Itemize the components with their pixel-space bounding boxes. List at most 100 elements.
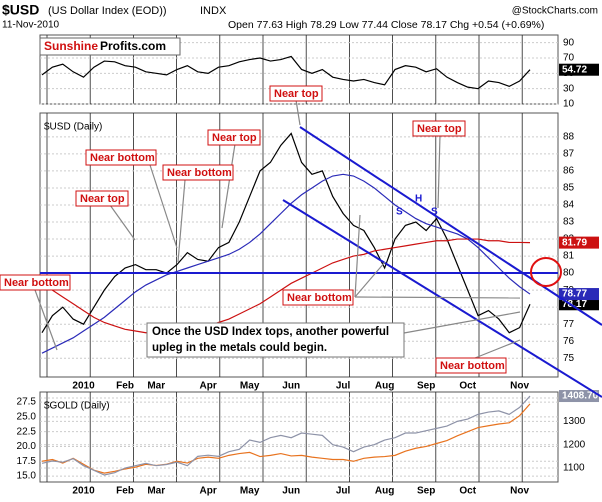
callout-text: Once the USD Index tops, another powerfu… xyxy=(152,326,389,338)
x-tick-label: Sep xyxy=(417,381,435,392)
pointer xyxy=(403,311,521,334)
x-tick-label: Sep xyxy=(417,486,435,497)
panel-label: $USD (Daily) xyxy=(44,122,102,133)
series-line xyxy=(41,395,531,476)
y-tick-label: 80 xyxy=(563,268,575,279)
pattern-label: S xyxy=(431,207,438,218)
callout-box xyxy=(146,322,405,358)
y-tick-label: 1200 xyxy=(563,439,586,450)
value-label-box xyxy=(559,298,599,311)
x-tick-label: Aug xyxy=(375,381,394,392)
x-tick-label: Jul xyxy=(336,381,351,392)
x-tick-label: Jun xyxy=(282,381,300,392)
x-tick-label: Apr xyxy=(200,486,217,497)
x-tick-label: 2010 xyxy=(72,381,95,392)
annotation: Near top xyxy=(274,88,319,100)
x-tick-label: Oct xyxy=(459,486,476,497)
source: @StockCharts.com xyxy=(512,6,598,17)
pointer xyxy=(295,99,301,126)
y-tick-label: 87 xyxy=(563,149,575,160)
annotation-box xyxy=(162,164,234,181)
x-tick-label: Mar xyxy=(147,381,165,392)
y-tick-label: 84 xyxy=(563,200,575,211)
annotation: Near bottom xyxy=(440,360,505,372)
y-tick-label: 25.0 xyxy=(17,412,37,423)
value-label: 81.79 xyxy=(562,237,587,248)
exchange: INDX xyxy=(200,5,227,17)
annotation-box xyxy=(282,289,354,306)
y-tick-label: 10 xyxy=(563,99,575,110)
overlay: Sunshine Profits.com Near bottom Near to… xyxy=(0,37,602,398)
annotation-box xyxy=(412,120,466,137)
x-tick-label: May xyxy=(240,381,260,392)
logo-red: Sunshine xyxy=(44,39,98,53)
annotation-box xyxy=(269,85,323,102)
annotation: Near bottom xyxy=(167,167,232,179)
logo-black: Profits.com xyxy=(100,39,166,53)
y-tick-label: 70 xyxy=(563,53,575,64)
date: 11-Nov-2010 xyxy=(2,20,60,31)
annotation: Near bottom xyxy=(90,152,155,164)
pattern-label: H xyxy=(415,194,422,205)
pointer xyxy=(221,143,236,229)
annotation: Near top xyxy=(417,123,462,135)
annotation-box xyxy=(435,357,507,374)
y-tick-label: 22.5 xyxy=(17,426,37,437)
value-label: 78.17 xyxy=(562,299,587,310)
y-tick-label: 30 xyxy=(563,83,575,94)
annotation-box xyxy=(75,190,129,207)
value-label: 1408.70 xyxy=(562,391,599,402)
y-tick-label: 81 xyxy=(563,251,575,262)
x-tick-label: Oct xyxy=(459,381,476,392)
y-tick-label: 86 xyxy=(563,166,575,177)
y-tick-label: 27.5 xyxy=(17,397,37,408)
x-tick-label: Feb xyxy=(116,381,134,392)
annotation: Near bottom xyxy=(4,277,69,289)
series-line xyxy=(41,173,531,354)
y-tick-label: 75 xyxy=(563,353,575,364)
value-label-box xyxy=(559,390,599,403)
annotation: Near top xyxy=(212,132,257,144)
pointer xyxy=(354,261,386,298)
y-tick-label: 77 xyxy=(563,319,575,330)
quote: Open 77.63 High 78.29 Low 77.44 Close 78… xyxy=(228,19,544,31)
y-tick-label: 85 xyxy=(563,183,575,194)
pointer xyxy=(437,134,441,209)
value-label: 54.72 xyxy=(562,64,587,75)
y-tick-label: 15.0 xyxy=(17,471,37,482)
annotation: Near bottom xyxy=(287,292,352,304)
y-tick-label: 76 xyxy=(563,336,575,347)
value-label: 78.77 xyxy=(562,289,587,300)
pointer xyxy=(109,204,136,241)
x-tick-label: Jul xyxy=(336,486,351,497)
x-tick-label: Nov xyxy=(510,486,529,497)
pointer xyxy=(34,289,58,351)
y-tick-label: 1300 xyxy=(563,416,586,427)
panel-label: $GOLD (Daily) xyxy=(44,401,110,412)
annotation-box xyxy=(85,149,157,166)
panel-frame xyxy=(39,391,559,483)
series-line xyxy=(41,132,531,334)
x-tick-label: Jun xyxy=(282,486,300,497)
highlight-circle xyxy=(530,257,562,287)
pointer xyxy=(149,164,178,249)
x-tick-label: 2010 xyxy=(72,486,95,497)
y-tick-label: 90 xyxy=(563,37,575,48)
logo-box xyxy=(39,37,181,56)
x-tick-label: Mar xyxy=(147,486,165,497)
value-label-box xyxy=(559,236,599,249)
annotation-box xyxy=(0,274,71,291)
index-name: (US Dollar Index (EOD)) xyxy=(48,5,167,17)
value-label-box xyxy=(559,288,599,301)
x-tick-label: Apr xyxy=(200,381,217,392)
pattern-label: S xyxy=(396,207,403,218)
y-tick-label: 20.0 xyxy=(17,441,37,452)
y-tick-label: 17.5 xyxy=(17,456,37,467)
series-line xyxy=(41,238,531,334)
trend-line xyxy=(282,199,602,398)
y-tick-label: 83 xyxy=(563,217,575,228)
x-tick-label: May xyxy=(240,486,260,497)
pointer xyxy=(474,339,521,359)
pointer xyxy=(354,296,521,299)
